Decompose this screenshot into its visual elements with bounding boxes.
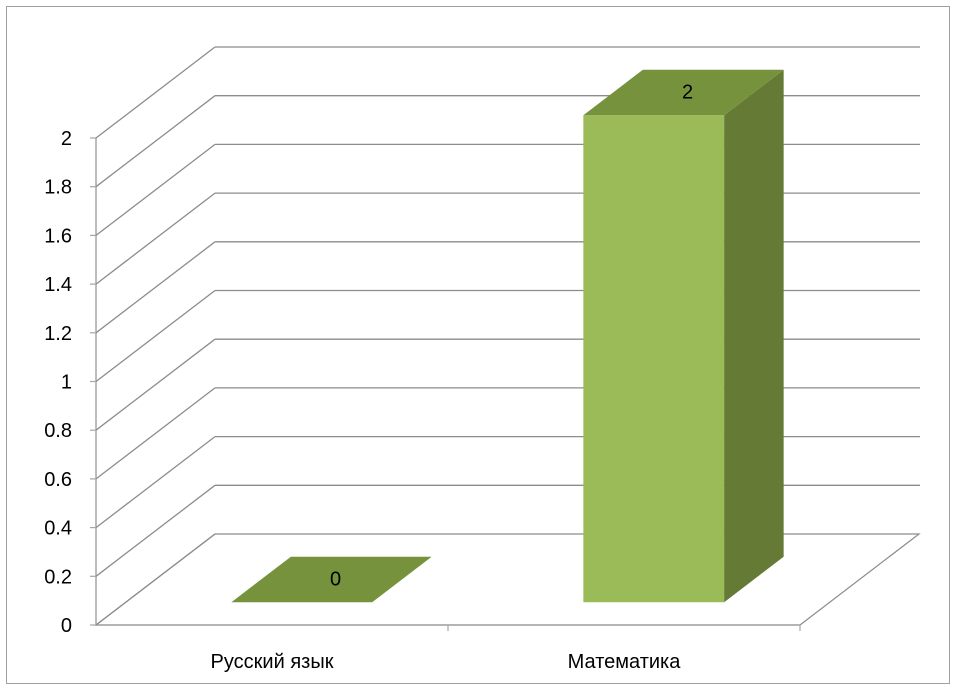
gridline-diagonal <box>95 46 216 139</box>
y-tick-label: 0.8 <box>44 420 72 442</box>
gridline-diagonal <box>95 143 216 236</box>
bar <box>231 556 432 603</box>
x-axis-labels: Русский язык Математика <box>211 651 682 673</box>
y-tick-label: 0.2 <box>44 566 72 588</box>
y-tick-label: 1.2 <box>44 323 72 345</box>
data-label: 2 <box>682 82 693 104</box>
gridline-diagonal <box>95 436 216 529</box>
y-tick-label: 1.4 <box>44 274 72 296</box>
y-tick-label: 0.4 <box>44 518 72 540</box>
floor <box>94 533 921 626</box>
y-axis-ticks: 0 0.2 0.4 0.6 0.8 1 1.2 1.4 1.6 1.8 2 <box>44 128 96 637</box>
bar-top <box>583 69 784 116</box>
chart-walls <box>94 138 921 631</box>
gridline-diagonal <box>95 484 216 577</box>
gridline-diagonal <box>95 338 216 431</box>
data-labels: 02 <box>330 82 693 591</box>
y-tick-label: 0.6 <box>44 469 72 491</box>
gridline-diagonal <box>95 533 216 626</box>
y-tick-label: 2 <box>61 128 72 150</box>
y-tick-label: 1 <box>61 372 72 394</box>
bar-top <box>231 556 432 603</box>
bar-front <box>583 115 725 603</box>
gridline-diagonal <box>95 289 216 383</box>
gridline-diagonal <box>95 95 216 188</box>
bar <box>583 69 784 603</box>
y-tick-label: 1.6 <box>44 225 72 247</box>
x-tick-label: Русский язык <box>211 651 334 673</box>
y-tick-label: 1.8 <box>44 177 72 199</box>
bars <box>231 69 784 603</box>
gridline-diagonal <box>95 241 216 334</box>
gridline-diagonal <box>95 387 216 480</box>
bar-side <box>724 69 784 603</box>
chart-frame <box>6 6 950 684</box>
y-tick-label: 0 <box>61 615 72 637</box>
data-label: 0 <box>330 569 341 591</box>
grid-lines <box>95 46 920 626</box>
gridline-diagonal <box>95 192 216 285</box>
x-tick-label: Математика <box>568 651 682 673</box>
